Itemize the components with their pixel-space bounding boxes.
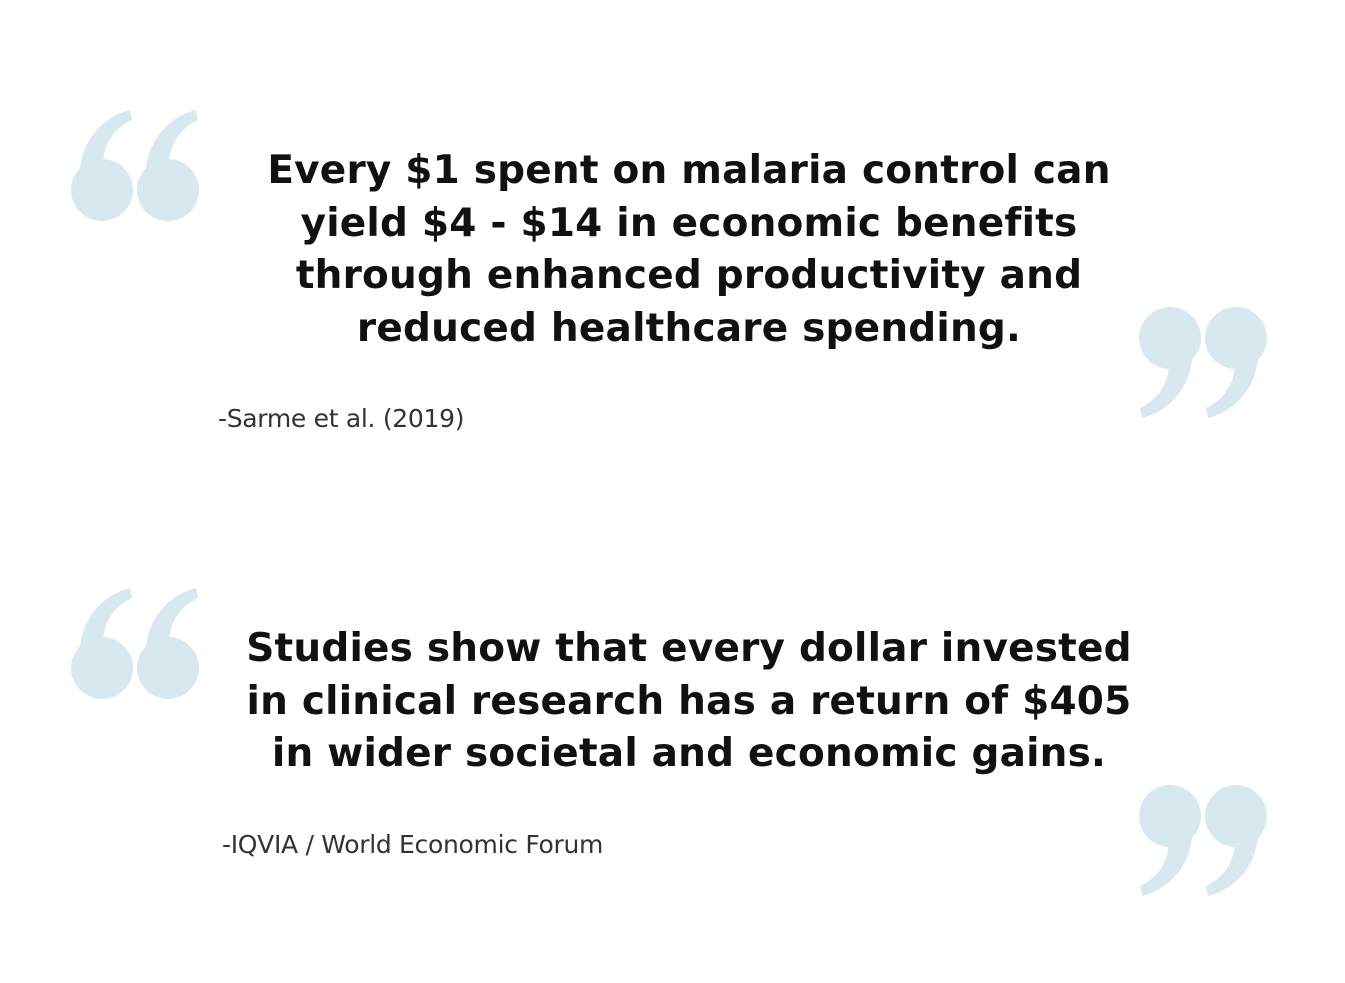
quote-attribution: -IQVIA / World Economic Forum: [222, 830, 604, 859]
quote-block-2: Studies show that every dollar invested …: [0, 490, 1345, 983]
quote-text: Studies show that every dollar invested …: [246, 626, 1132, 776]
quote-attribution: -Sarme et al. (2019): [218, 404, 465, 433]
quote-text: Every $1 spent on malaria control can yi…: [267, 148, 1111, 351]
close-quote-icon: [1138, 305, 1268, 420]
close-quote-icon: [1138, 783, 1268, 898]
open-quote-icon: [70, 108, 200, 223]
quote-block-1: Every $1 spent on malaria control can yi…: [0, 0, 1345, 490]
open-quote-icon: [70, 586, 200, 701]
